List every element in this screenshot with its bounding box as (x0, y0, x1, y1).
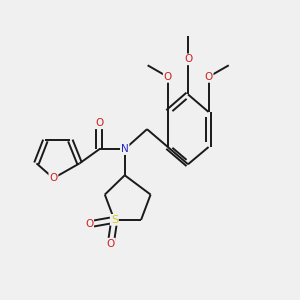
Text: O: O (164, 72, 172, 82)
Text: O: O (85, 219, 93, 229)
Text: O: O (106, 238, 115, 249)
Text: O: O (95, 118, 104, 128)
Text: O: O (184, 54, 192, 64)
Text: O: O (204, 72, 213, 82)
Text: N: N (121, 144, 129, 154)
Text: S: S (111, 215, 118, 225)
Text: O: O (49, 173, 58, 183)
